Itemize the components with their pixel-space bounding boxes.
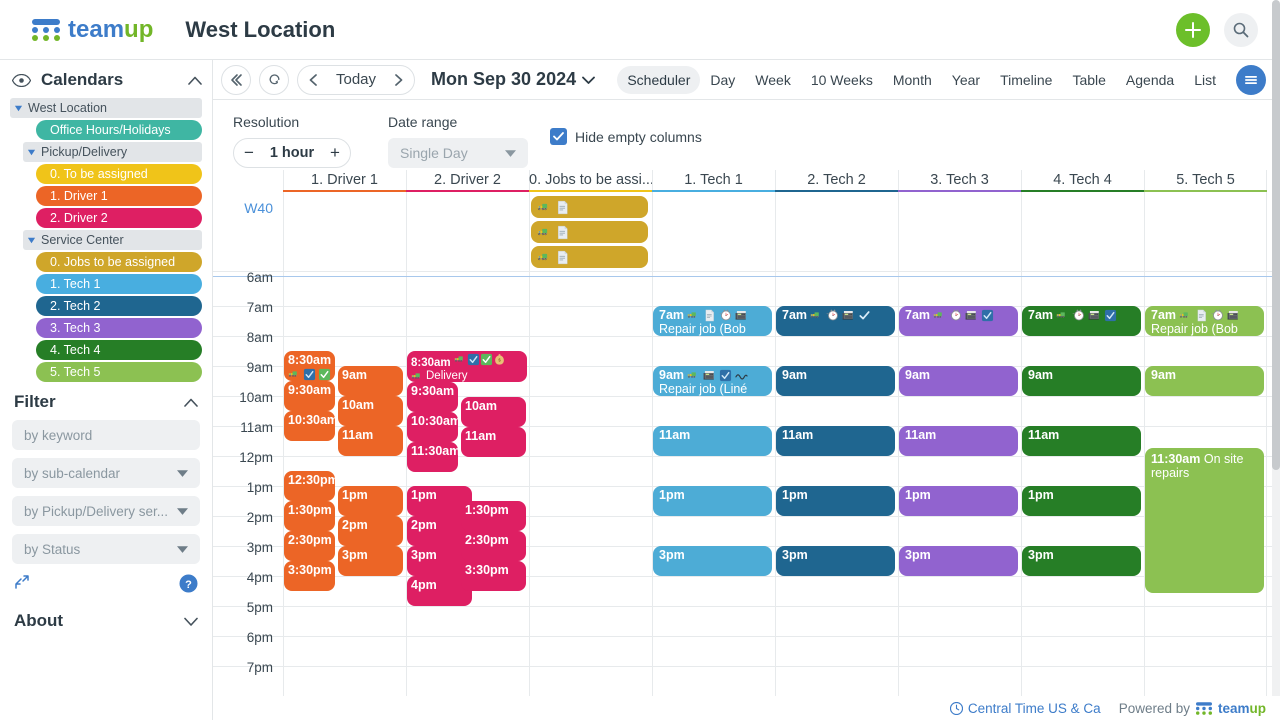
svg-text:?: ? <box>185 579 192 591</box>
